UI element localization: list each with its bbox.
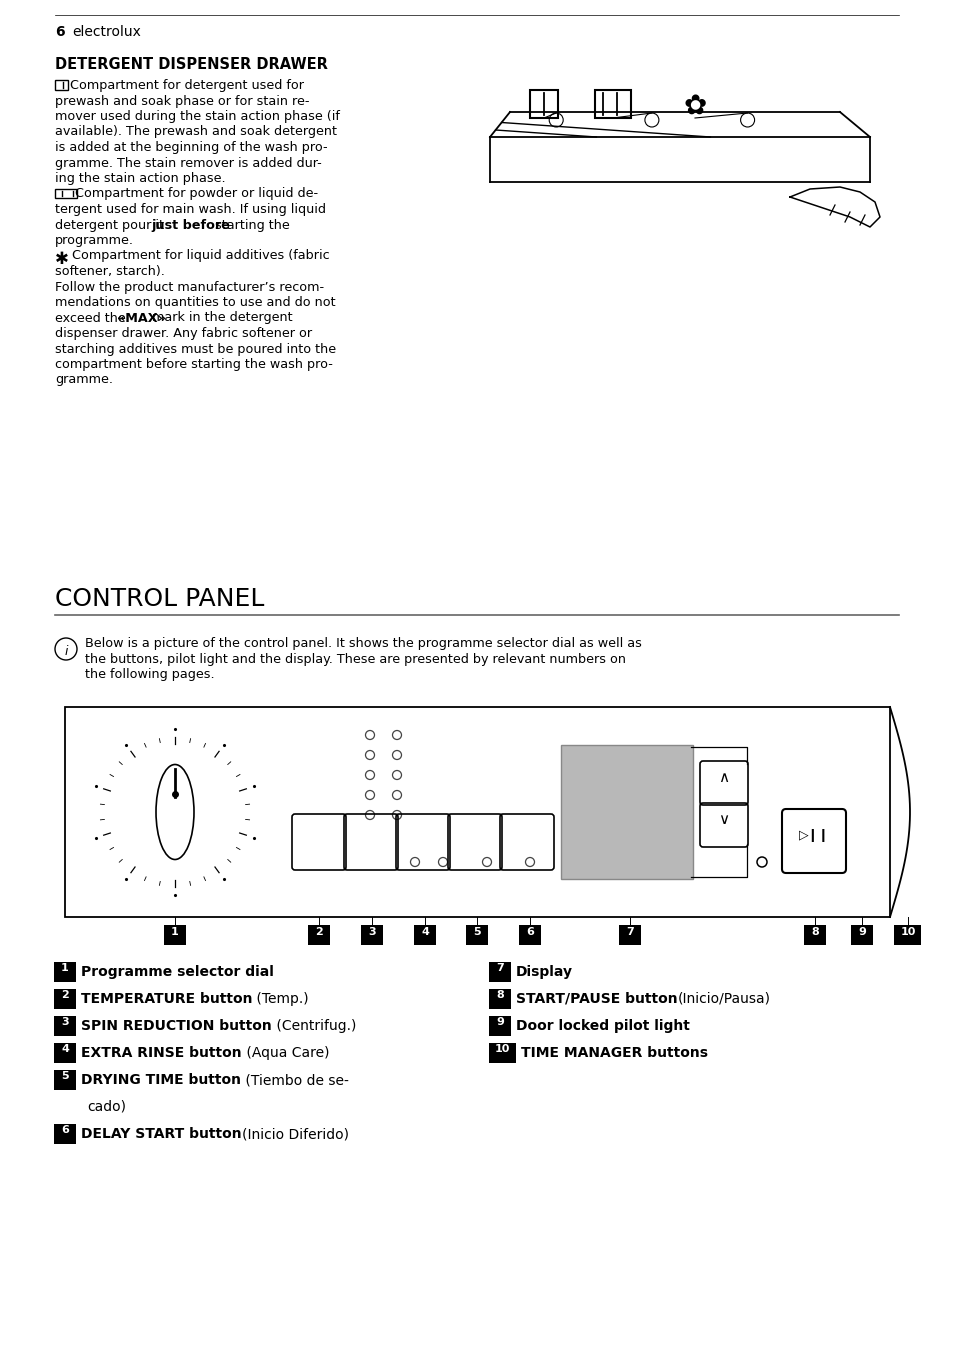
Text: ▷❙❙: ▷❙❙ — [798, 830, 828, 842]
Text: exceed the: exceed the — [55, 311, 130, 324]
FancyBboxPatch shape — [54, 1124, 76, 1144]
Text: ∧: ∧ — [718, 769, 729, 784]
FancyBboxPatch shape — [308, 925, 330, 945]
Text: mover used during the stain action phase (if: mover used during the stain action phase… — [55, 110, 339, 123]
FancyBboxPatch shape — [465, 925, 488, 945]
FancyBboxPatch shape — [894, 925, 921, 945]
Text: 8: 8 — [496, 990, 503, 1000]
FancyBboxPatch shape — [54, 990, 76, 1009]
Text: 3: 3 — [368, 927, 375, 937]
Text: TIME MANAGER buttons: TIME MANAGER buttons — [520, 1046, 707, 1060]
Text: DELAY START button: DELAY START button — [81, 1128, 241, 1141]
Text: Programme selector dial: Programme selector dial — [81, 965, 274, 979]
Text: START/PAUSE button: START/PAUSE button — [516, 992, 677, 1006]
Text: 6: 6 — [55, 24, 65, 39]
Text: (Centrifug.): (Centrifug.) — [272, 1019, 355, 1033]
FancyBboxPatch shape — [803, 925, 825, 945]
Text: softener, starch).: softener, starch). — [55, 265, 165, 279]
Text: (Inicio/Pausa): (Inicio/Pausa) — [677, 992, 770, 1006]
Text: starting the: starting the — [211, 219, 290, 231]
Text: available). The prewash and soak detergent: available). The prewash and soak deterge… — [55, 126, 336, 138]
FancyBboxPatch shape — [560, 745, 692, 879]
Text: mendations on quantities to use and do not: mendations on quantities to use and do n… — [55, 296, 335, 310]
Text: programme.: programme. — [55, 234, 133, 247]
Text: starching additives must be poured into the: starching additives must be poured into … — [55, 342, 335, 356]
Text: 9: 9 — [857, 927, 865, 937]
Text: just before: just before — [151, 219, 230, 231]
Text: EXTRA RINSE button: EXTRA RINSE button — [81, 1046, 241, 1060]
Text: ∨: ∨ — [718, 811, 729, 826]
Text: cado): cado) — [87, 1101, 126, 1114]
Text: 2: 2 — [61, 990, 69, 1000]
FancyBboxPatch shape — [489, 1015, 511, 1036]
Text: ✱: ✱ — [55, 250, 69, 268]
Text: 6: 6 — [61, 1125, 69, 1134]
Text: «MAX»: «MAX» — [117, 311, 166, 324]
Text: mark in the detergent: mark in the detergent — [148, 311, 293, 324]
Text: 5: 5 — [61, 1071, 69, 1082]
Text: TEMPERATURE button: TEMPERATURE button — [81, 992, 253, 1006]
Text: detergent pour it: detergent pour it — [55, 219, 168, 231]
Text: ing the stain action phase.: ing the stain action phase. — [55, 172, 226, 185]
Text: gramme.: gramme. — [55, 373, 112, 387]
Text: DETERGENT DISPENSER DRAWER: DETERGENT DISPENSER DRAWER — [55, 57, 328, 72]
Text: Follow the product manufacturer’s recom-: Follow the product manufacturer’s recom- — [55, 280, 324, 293]
FancyBboxPatch shape — [164, 925, 186, 945]
Text: (Inicio Diferido): (Inicio Diferido) — [241, 1128, 348, 1141]
Text: ✿: ✿ — [682, 92, 706, 120]
Text: (Tiembo de se-: (Tiembo de se- — [241, 1073, 349, 1087]
FancyBboxPatch shape — [414, 925, 436, 945]
Text: 7: 7 — [496, 963, 503, 973]
Text: DRYING TIME button: DRYING TIME button — [81, 1073, 241, 1087]
Text: 3: 3 — [61, 1017, 69, 1028]
Text: dispenser drawer. Any fabric softener or: dispenser drawer. Any fabric softener or — [55, 327, 312, 339]
Text: is added at the beginning of the wash pro-: is added at the beginning of the wash pr… — [55, 141, 327, 154]
Text: (Aqua Care): (Aqua Care) — [241, 1046, 329, 1060]
Text: prewash and soak phase or for stain re-: prewash and soak phase or for stain re- — [55, 95, 309, 108]
Text: 1: 1 — [171, 927, 178, 937]
Text: 10: 10 — [900, 927, 915, 937]
Text: 8: 8 — [810, 927, 818, 937]
Text: 4: 4 — [420, 927, 429, 937]
FancyBboxPatch shape — [489, 990, 511, 1009]
Text: Display: Display — [516, 965, 573, 979]
Text: 10: 10 — [495, 1044, 510, 1055]
Text: 6: 6 — [525, 927, 534, 937]
Text: the following pages.: the following pages. — [85, 668, 214, 681]
Text: 7: 7 — [625, 927, 633, 937]
Text: compartment before starting the wash pro-: compartment before starting the wash pro… — [55, 358, 333, 370]
Text: 1: 1 — [61, 963, 69, 973]
FancyBboxPatch shape — [54, 1069, 76, 1090]
Text: Compartment for detergent used for: Compartment for detergent used for — [70, 78, 304, 92]
FancyBboxPatch shape — [489, 963, 511, 982]
FancyBboxPatch shape — [618, 925, 640, 945]
Text: Compartment for liquid additives (fabric: Compartment for liquid additives (fabric — [71, 250, 330, 262]
Text: tergent used for main wash. If using liquid: tergent used for main wash. If using liq… — [55, 203, 326, 216]
Text: gramme. The stain remover is added dur-: gramme. The stain remover is added dur- — [55, 157, 321, 169]
FancyBboxPatch shape — [850, 925, 872, 945]
Text: Door locked pilot light: Door locked pilot light — [516, 1019, 689, 1033]
FancyBboxPatch shape — [489, 1042, 516, 1063]
Text: (Temp.): (Temp.) — [253, 992, 309, 1006]
FancyBboxPatch shape — [54, 963, 76, 982]
Text: CONTROL PANEL: CONTROL PANEL — [55, 587, 264, 611]
Text: the buttons, pilot light and the display. These are presented by relevant number: the buttons, pilot light and the display… — [85, 653, 625, 665]
Text: 4: 4 — [61, 1044, 69, 1055]
Text: Compartment for powder or liquid de-: Compartment for powder or liquid de- — [75, 188, 317, 200]
FancyBboxPatch shape — [54, 1042, 76, 1063]
FancyBboxPatch shape — [54, 1015, 76, 1036]
Text: Below is a picture of the control panel. It shows the programme selector dial as: Below is a picture of the control panel.… — [85, 637, 641, 650]
Text: electrolux: electrolux — [71, 24, 141, 39]
Text: 5: 5 — [473, 927, 480, 937]
FancyBboxPatch shape — [360, 925, 382, 945]
Text: SPIN REDUCTION button: SPIN REDUCTION button — [81, 1019, 272, 1033]
Text: 2: 2 — [314, 927, 322, 937]
FancyBboxPatch shape — [518, 925, 540, 945]
Text: i: i — [64, 645, 68, 658]
Text: 9: 9 — [496, 1017, 503, 1028]
